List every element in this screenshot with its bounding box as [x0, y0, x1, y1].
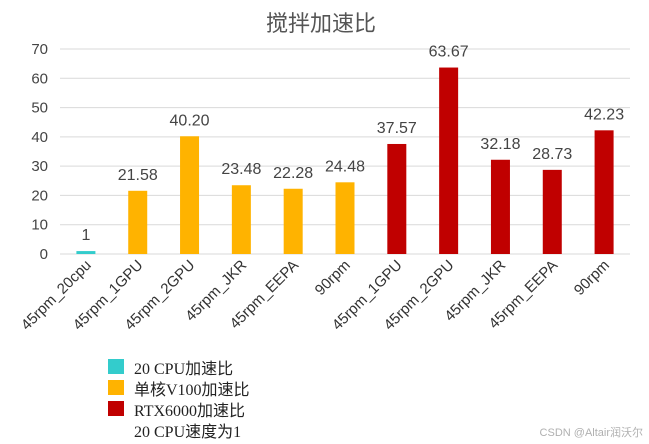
bar: [335, 182, 355, 254]
y-tick-label: 40: [31, 129, 48, 146]
data-label: 40.20: [170, 112, 210, 129]
data-label: 28.73: [532, 146, 572, 163]
legend: 20 CPU加速比 单核V100加速比 RTX6000加速比 20 CPU速度为…: [108, 356, 250, 441]
bars: [76, 67, 614, 254]
y-axis: 0 10 20 30 40 50 60 70: [31, 41, 48, 263]
legend-note: 20 CPU速度为1: [108, 419, 250, 441]
legend-item-cpu: 20 CPU加速比: [108, 356, 250, 378]
data-label: 22.28: [273, 165, 313, 182]
bar: [283, 188, 303, 254]
bar: [180, 136, 200, 254]
x-tick-label: 90rpm: [571, 257, 613, 299]
data-label: 32.18: [480, 136, 520, 153]
y-tick-label: 70: [31, 41, 48, 58]
bar: [490, 159, 510, 254]
legend-item-v100: 单核V100加速比: [108, 377, 250, 399]
x-axis: 45rpm_20cpu45rpm_1GPU45rpm_2GPU45rpm_JKR…: [18, 257, 613, 334]
data-label: 21.58: [118, 167, 158, 184]
bar: [594, 130, 614, 254]
bar: [128, 190, 148, 254]
legend-swatch-rtx6000: [108, 401, 124, 416]
bar: [387, 143, 407, 254]
y-tick-label: 60: [31, 70, 48, 87]
legend-label-rtx6000: RTX6000加速比: [134, 402, 246, 420]
bar: [439, 67, 459, 254]
x-tick-label: 90rpm: [312, 257, 354, 299]
data-labels: 1 21.58 40.20 23.48 22.28 24.48 37.57 63.67 32.1…: [81, 44, 624, 245]
y-tick-label: 50: [31, 100, 48, 117]
legend-label-cpu: 20 CPU加速比: [134, 360, 234, 378]
bar: [231, 185, 251, 254]
data-label: 23.48: [221, 161, 261, 178]
y-tick-label: 30: [31, 158, 48, 175]
data-label: 24.48: [325, 158, 365, 175]
legend-label-v100: 单核V100加速比: [134, 381, 250, 399]
legend-swatch-cpu: [108, 359, 124, 374]
legend-note-text: 20 CPU速度为1: [134, 423, 242, 441]
data-label: 42.23: [584, 106, 624, 123]
bar: [76, 251, 96, 254]
data-label: 37.57: [377, 120, 417, 137]
chart-title: 搅拌加速比: [266, 12, 376, 37]
data-label: 1: [81, 227, 90, 244]
y-tick-label: 20: [31, 187, 48, 204]
y-tick-label: 10: [31, 217, 48, 234]
legend-item-rtx6000: RTX6000加速比: [108, 398, 250, 420]
legend-swatch-v100: [108, 380, 124, 395]
bar: [542, 169, 562, 254]
y-tick-label: 0: [40, 246, 48, 263]
data-label: 63.67: [429, 44, 469, 61]
watermark: CSDN @Altair润沃尔: [539, 427, 643, 439]
